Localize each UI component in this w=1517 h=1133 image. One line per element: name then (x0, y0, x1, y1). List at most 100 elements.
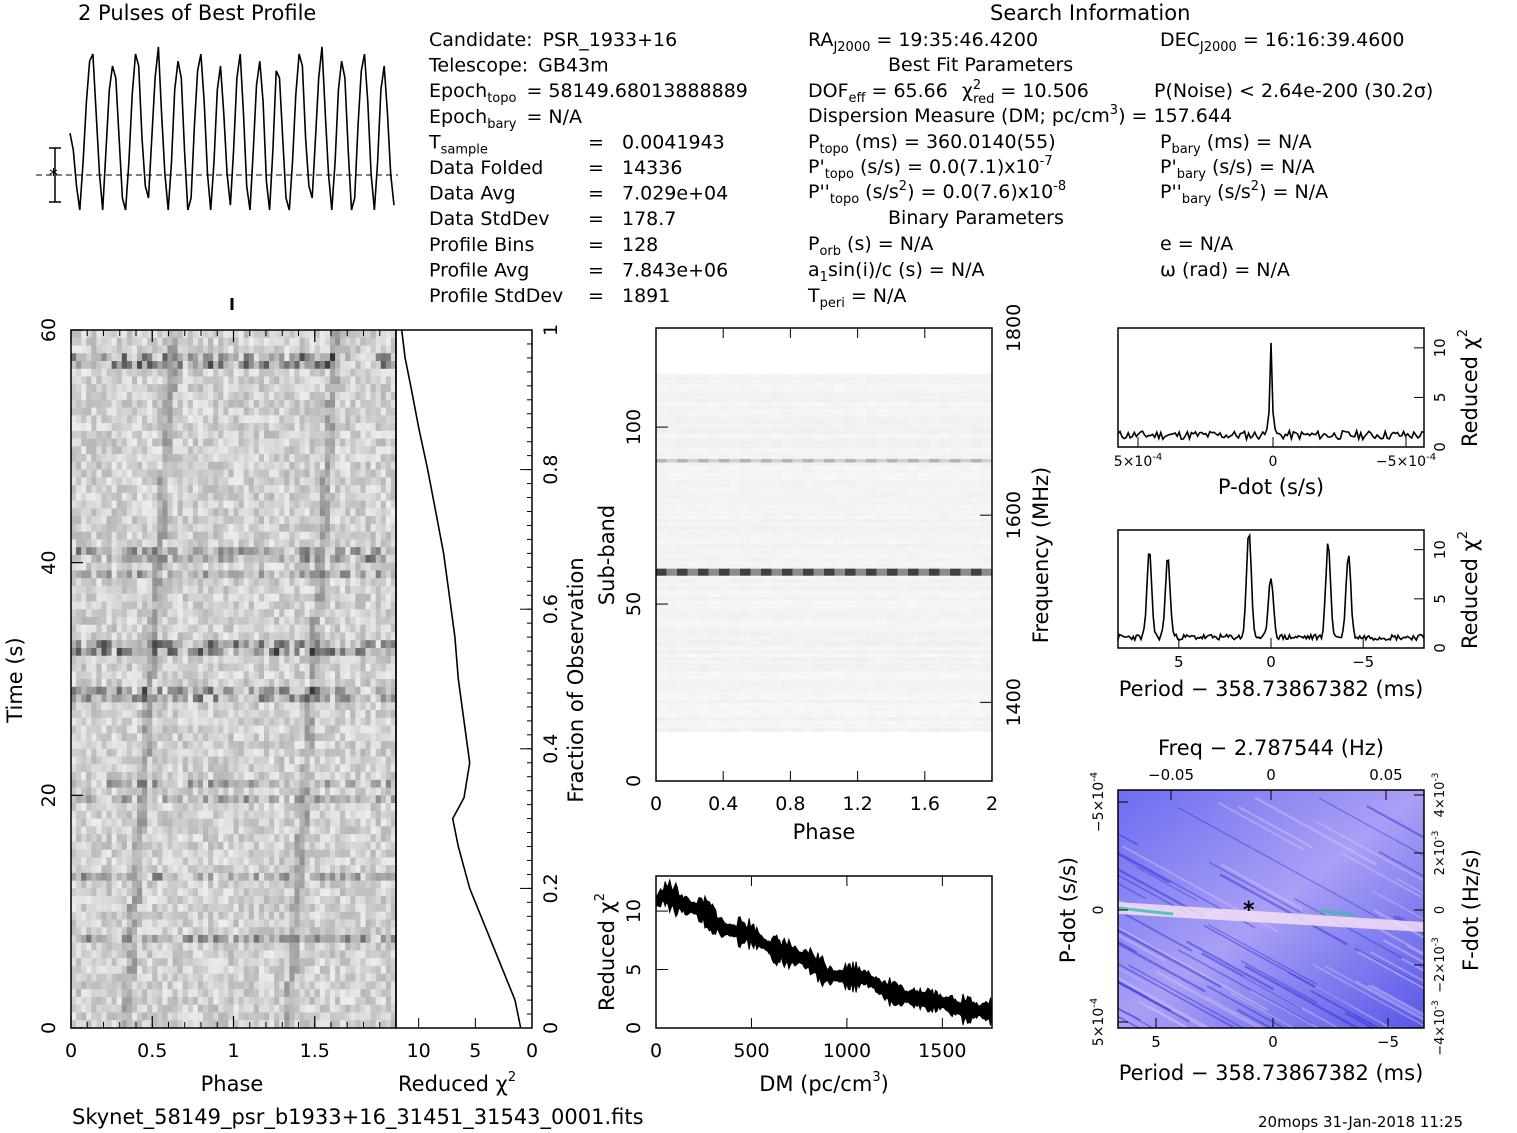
fdot-ytick: 0 (1433, 906, 1448, 914)
subband-ytick: 50 (623, 592, 645, 616)
time-chi2-xtick: 5 (469, 1040, 481, 1062)
period-pdot-xtick: 0 (1268, 1033, 1278, 1051)
info-eq: = (588, 183, 604, 205)
subband-xtick: 2 (986, 793, 998, 815)
info-value: 128 (622, 234, 658, 256)
best-fit-title: Best Fit Parameters (888, 54, 1073, 76)
profile-mean-marker: * (49, 165, 58, 186)
info-eq: = (588, 234, 604, 256)
pdot-xlabel: P-dot (s/s) (1218, 475, 1324, 499)
profile-plot: * (36, 46, 398, 310)
info-row: Profile StdDev (429, 285, 563, 307)
period-xtick: 0 (1266, 653, 1276, 671)
time-chi2-xlabel: Reduced χ2 (398, 1070, 516, 1096)
subband-greyscale (656, 374, 993, 732)
time-phase-ytick: 20 (38, 783, 60, 807)
subband-frame (655, 327, 993, 782)
period-ytick: 5 (1431, 594, 1449, 604)
frequency-ytick: 1800 (1003, 304, 1025, 352)
time-chi2-ytick: 1 (540, 324, 562, 336)
pdot-bary-label: P'bary (s/s) = N/A (1160, 156, 1315, 182)
info-eq: = (588, 157, 604, 179)
info-row: Telescope: GB43m (428, 55, 609, 77)
time-phase-xlabel: Phase (201, 1072, 264, 1096)
binary-title: Binary Parameters (888, 207, 1064, 229)
time-chi2-ytick: 0 (540, 1022, 562, 1034)
time-phase-ytick: 60 (38, 318, 60, 342)
fdot-ytick: 4×10-3 (1431, 773, 1448, 818)
omega-label: ω (rad) = N/A (1160, 259, 1290, 281)
period-chi2-curve (1117, 532, 1425, 643)
info-value: 178.7 (622, 208, 676, 230)
info-value: 0.0041943 (622, 131, 725, 153)
info-value: 7.029e+04 (622, 183, 728, 205)
tperi-label: Tperi = N/A (807, 285, 906, 311)
period-pdot-plot: * 5 0 −5 −0.05 0 0.05 5×10-4 0 −5×10-4 −4×10-3 −2×… (1056, 736, 1483, 1085)
info-row: Epochbary = N/A (429, 106, 582, 132)
frequency-ylabel: Frequency (MHz) (1029, 467, 1053, 643)
info-row: Tsample (428, 131, 488, 157)
time-phase-greyscale (71, 330, 397, 1029)
frequency-ytick: 1600 (1003, 491, 1025, 539)
porb-label: Porb (s) = N/A (808, 233, 933, 259)
frequency-ytick: 1400 (1003, 678, 1025, 726)
time-chi2-ytick: 0.4 (540, 734, 562, 764)
dm-ytick: 0 (623, 1022, 645, 1034)
info-eq: = (588, 208, 604, 230)
time-chi2-xtick: 0 (526, 1040, 538, 1062)
dm-xtick: 0 (650, 1040, 662, 1062)
info-eq: = (588, 131, 604, 153)
info-eq: = (588, 259, 604, 281)
subband-ylabel: Sub-band (595, 505, 619, 605)
dm-xtick: 1500 (918, 1040, 966, 1062)
a1-label: a1sin(i)/c (s) = N/A (808, 259, 984, 285)
info-row: Data StdDev (429, 208, 550, 230)
freq-xtick: −0.05 (1148, 766, 1194, 784)
period-pdot-ylabel: P-dot (s/s) (1056, 857, 1080, 963)
ptopo-label: Ptopo (ms) = 360.0140(55) (808, 131, 1056, 157)
info-row: Profile Bins (429, 234, 534, 256)
period-xtick: −5 (1352, 653, 1374, 671)
period-chi2-plot: 5 0 −5 0 5 10 Period − 358.73867382 (ms) Redu… (1117, 529, 1482, 701)
pddot-bary-label: P''bary (s/s2) = N/A (1160, 179, 1328, 207)
time-phase-xtick: 0.5 (137, 1040, 167, 1062)
time-chi2-ylabel: Fraction of Observation (564, 557, 588, 802)
subband-xtick: 0.8 (775, 793, 805, 815)
dm-ytick: 5 (623, 963, 645, 975)
info-value: 1891 (622, 285, 670, 307)
pnoise-label: P(Noise) < 2.64e-200 (30.2σ) (1154, 80, 1433, 102)
freq-title: Freq − 2.787544 (Hz) (1158, 736, 1384, 760)
candidate-info: Candidate: PSR_1933+16 Telescope: GB43m Epoc… (428, 29, 748, 307)
period-pdot-xlabel: Period − 358.73867382 (ms) (1119, 1061, 1424, 1085)
info-value: 14336 (622, 157, 682, 179)
dm-xlabel: DM (pc/cm3) (759, 1070, 889, 1096)
subband-xtick: 0 (650, 793, 662, 815)
dm-xtick: 500 (733, 1040, 769, 1062)
subband-phase-plot: 0 0.4 0.8 1.2 1.6 2 0 50 100 1400 1600 1800 Phase S… (595, 304, 1053, 844)
subband-ytick: 100 (623, 409, 645, 445)
pdot-ytick: 0 (1431, 442, 1449, 452)
period-ytick: 0 (1431, 643, 1449, 653)
time-chi2-plot: 10 5 00 0.2 0.4 0.6 0.8 1 Reduced χ2 Fraction o… (395, 324, 588, 1096)
dm-ylabel: Reduced χ2 (593, 893, 619, 1011)
search-info-title: Search Information (990, 1, 1190, 25)
time-phase-ytick: 0 (38, 1022, 60, 1034)
info-row: Data Avg (429, 183, 516, 205)
pdot-topo-label: P'topo (s/s) = 0.0(7.1)x10-7 (808, 154, 1053, 182)
pdot-xtick: 5×10-4 (1114, 452, 1162, 470)
dm-xtick: 1000 (823, 1040, 871, 1062)
info-value: 7.843e+06 (622, 259, 728, 281)
time-chi2-ytick: 0.8 (540, 454, 562, 484)
fdot-ytick: 2×10-3 (1431, 831, 1448, 876)
subband-xtick: 1.6 (910, 793, 940, 815)
period-xtick: 5 (1174, 653, 1184, 671)
info-row: Candidate: PSR_1933+16 (429, 29, 677, 51)
period-pdot-ytick: −5×10-4 (1089, 772, 1107, 832)
time-phase-xtick: 1.5 (300, 1040, 330, 1062)
time-phase-xtick: 0 (65, 1040, 77, 1062)
time-chi2-ytick: 0.2 (540, 873, 562, 903)
time-phase-plot: 0 0.5 1 1.5 0 20 40 60 Phase Time (s) (3, 318, 397, 1096)
fdot-ylabel: F-dot (Hz/s) (1459, 849, 1483, 971)
dm-chi2-curve (655, 878, 993, 1026)
